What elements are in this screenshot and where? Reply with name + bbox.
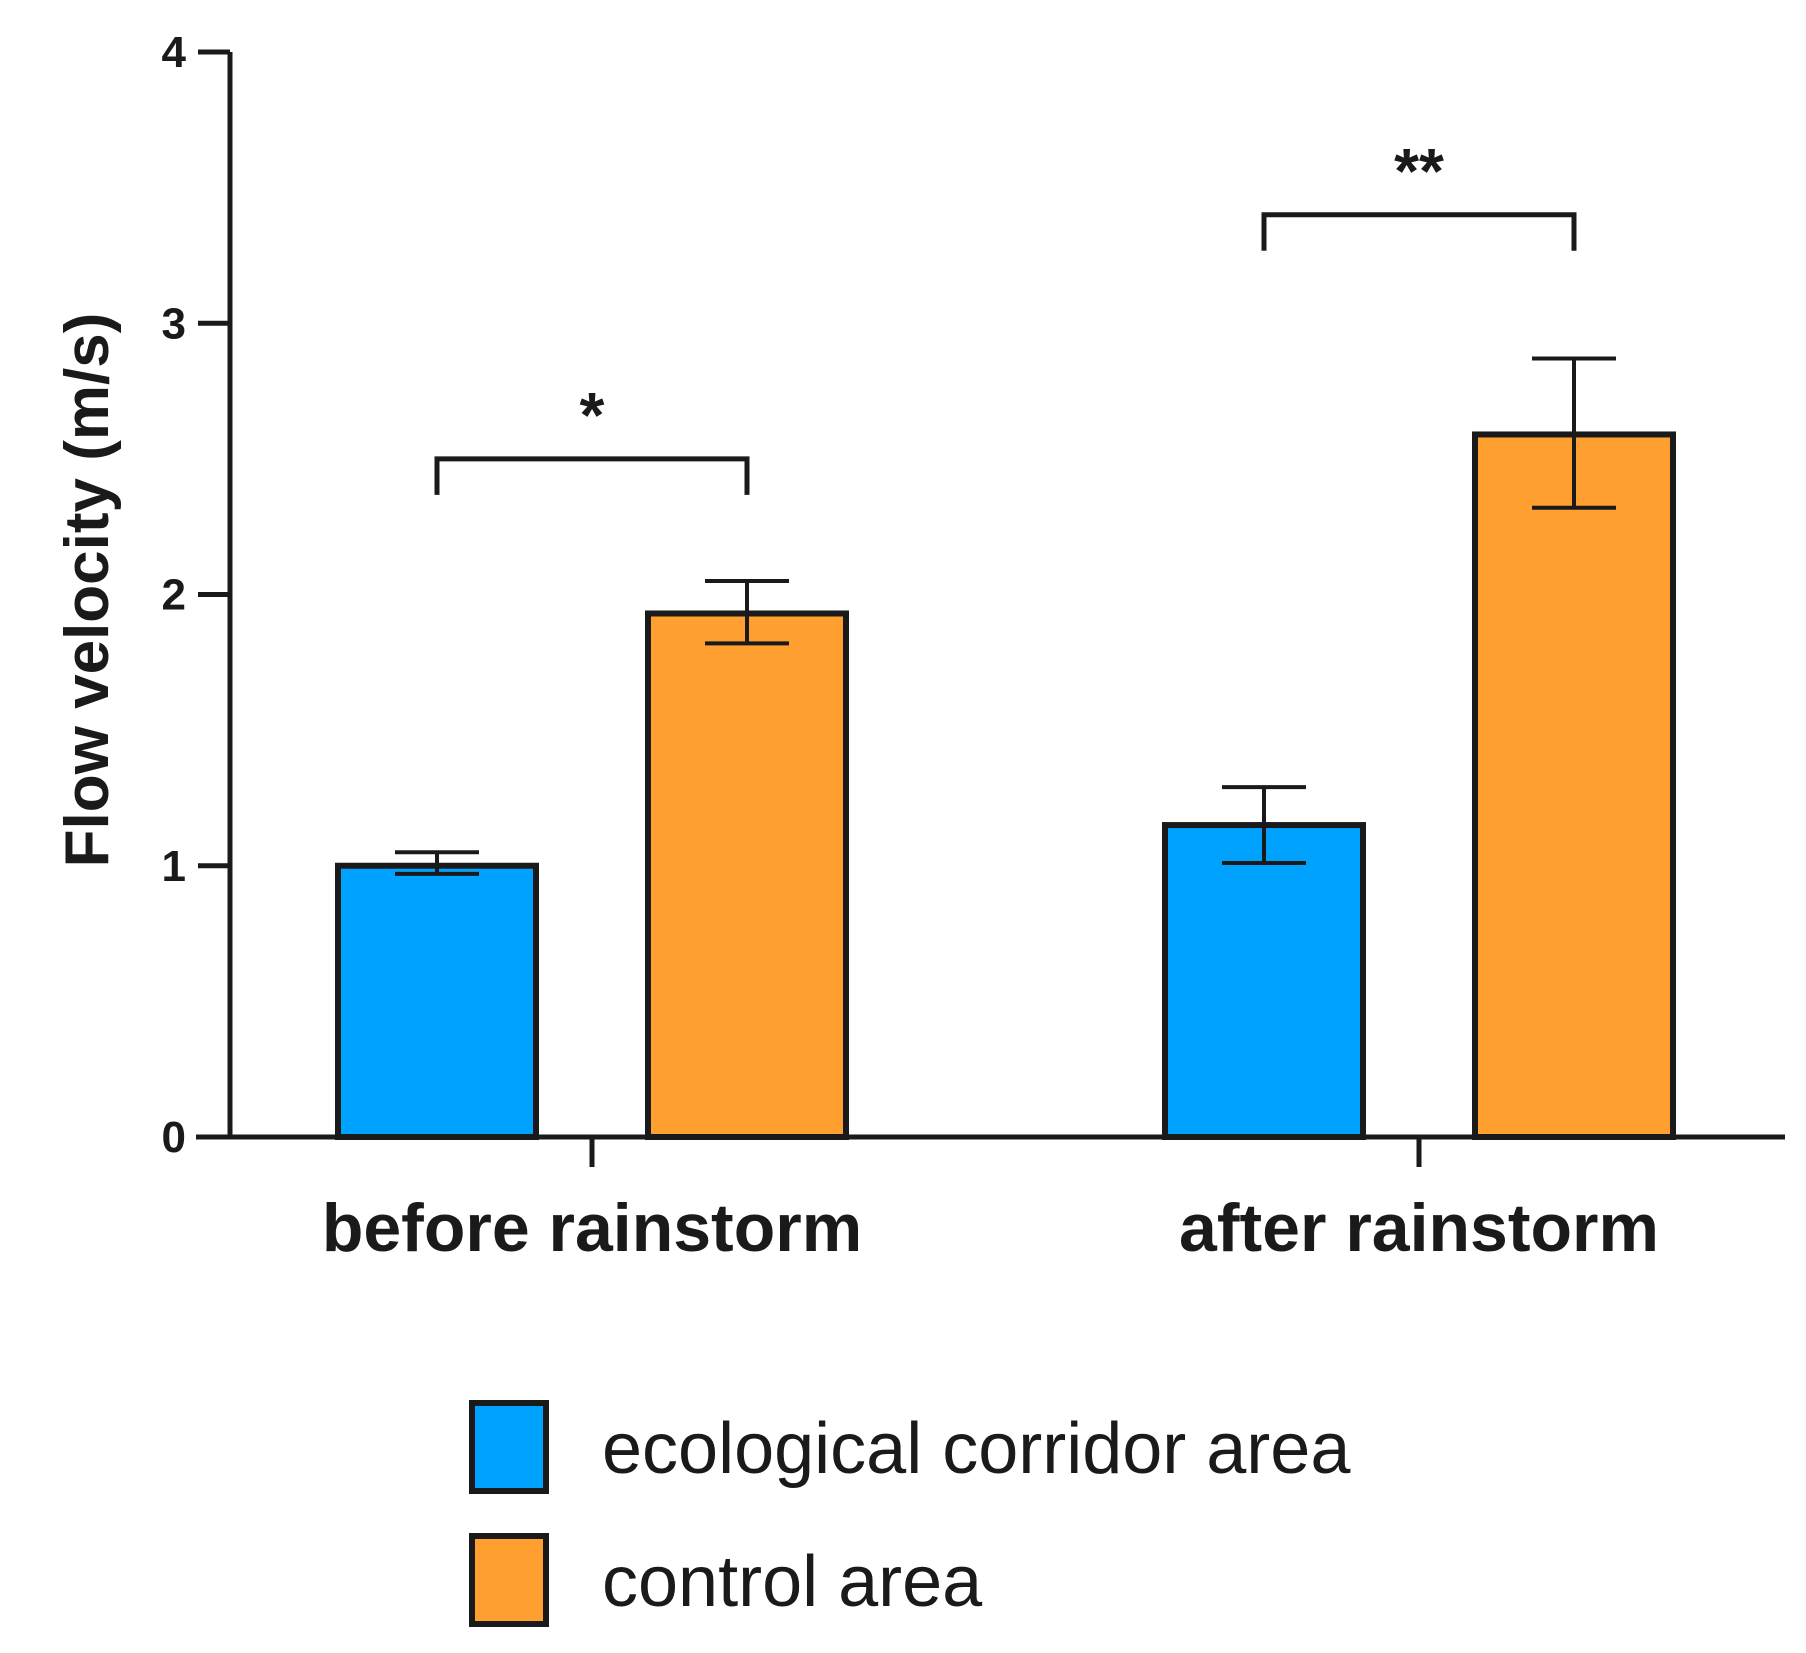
significance-annotations: *** (434, 135, 1577, 495)
legend-label: control area (602, 1542, 983, 1622)
legend: ecological corridor area control area (469, 1400, 1351, 1627)
y-axis-label: Flow velocity (m/s) (53, 313, 122, 868)
legend-swatch (469, 1533, 549, 1627)
significance-label: * (580, 379, 605, 451)
y-tick-label: 3 (162, 299, 186, 348)
y-tick-label: 0 (162, 1113, 186, 1162)
bar (1472, 431, 1676, 1140)
legend-label: ecological corridor area (602, 1409, 1351, 1489)
bar (645, 610, 849, 1140)
legend-swatch (469, 1400, 549, 1494)
y-tick-label: 4 (162, 28, 187, 77)
significance-bracket (1261, 212, 1577, 251)
x-tick-label: before rainstorm (322, 1190, 862, 1266)
significance-bracket (434, 456, 750, 495)
bar (335, 862, 539, 1140)
bar (1162, 822, 1366, 1140)
y-tick-label: 2 (162, 571, 186, 620)
significance-label: ** (1394, 135, 1444, 207)
x-tick-label: after rainstorm (1179, 1190, 1659, 1266)
y-tick-label: 1 (162, 842, 186, 891)
bars (335, 356, 1676, 1140)
